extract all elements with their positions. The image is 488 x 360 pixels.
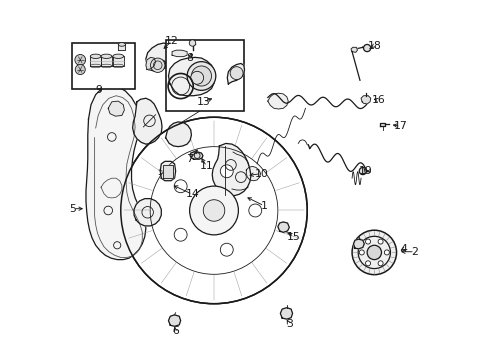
Circle shape (359, 167, 366, 175)
Circle shape (384, 250, 388, 255)
Text: 17: 17 (393, 121, 407, 131)
Polygon shape (163, 165, 173, 178)
Polygon shape (212, 143, 250, 196)
Circle shape (366, 245, 381, 260)
Ellipse shape (118, 42, 125, 46)
Bar (165, 40, 244, 111)
Text: 7: 7 (186, 154, 193, 164)
Polygon shape (246, 166, 260, 181)
Polygon shape (168, 315, 180, 326)
Ellipse shape (90, 54, 101, 58)
Circle shape (365, 239, 370, 244)
Circle shape (174, 180, 187, 193)
Text: 19: 19 (358, 166, 372, 176)
Text: 8: 8 (186, 53, 193, 63)
Text: 15: 15 (286, 232, 300, 242)
Polygon shape (165, 122, 191, 147)
Polygon shape (168, 57, 215, 96)
Circle shape (174, 228, 187, 241)
Circle shape (351, 230, 396, 275)
Polygon shape (160, 161, 175, 181)
Polygon shape (145, 57, 155, 69)
Text: 16: 16 (371, 95, 385, 105)
Text: 6: 6 (172, 326, 179, 336)
Polygon shape (90, 56, 101, 66)
Polygon shape (118, 44, 125, 50)
Polygon shape (108, 101, 124, 116)
Circle shape (365, 261, 370, 266)
Circle shape (363, 44, 370, 51)
Text: 11: 11 (200, 161, 213, 171)
Polygon shape (113, 56, 123, 66)
Circle shape (150, 58, 164, 72)
Ellipse shape (101, 54, 112, 58)
Circle shape (377, 261, 382, 266)
Polygon shape (267, 93, 287, 109)
Text: 12: 12 (165, 36, 179, 46)
Text: 3: 3 (285, 319, 292, 329)
Polygon shape (101, 56, 112, 66)
Text: 18: 18 (366, 41, 381, 50)
Polygon shape (280, 308, 292, 319)
Circle shape (248, 204, 261, 217)
Text: 9: 9 (96, 85, 102, 95)
Text: 4: 4 (400, 244, 407, 254)
Ellipse shape (113, 54, 123, 58)
Polygon shape (353, 239, 364, 249)
Circle shape (75, 64, 85, 75)
Text: 13: 13 (196, 97, 210, 107)
Circle shape (191, 66, 211, 86)
Circle shape (189, 186, 238, 235)
Text: 2: 2 (410, 247, 417, 257)
Text: 10: 10 (254, 168, 268, 179)
Polygon shape (86, 86, 145, 260)
Polygon shape (145, 43, 172, 65)
Circle shape (75, 54, 85, 65)
Text: 5: 5 (69, 204, 76, 214)
Circle shape (187, 62, 215, 90)
Text: 14: 14 (185, 189, 199, 199)
Circle shape (203, 200, 224, 221)
Circle shape (121, 117, 306, 304)
Circle shape (189, 40, 195, 46)
Circle shape (220, 243, 233, 256)
Polygon shape (350, 47, 357, 52)
Polygon shape (277, 222, 289, 232)
Polygon shape (190, 152, 203, 159)
Circle shape (190, 71, 203, 84)
Polygon shape (134, 199, 161, 226)
Text: 1: 1 (260, 201, 267, 211)
Circle shape (230, 67, 243, 80)
Circle shape (359, 250, 364, 255)
Polygon shape (360, 96, 370, 104)
Polygon shape (172, 50, 187, 57)
Polygon shape (147, 60, 166, 71)
Bar (72, 42, 135, 89)
Circle shape (377, 239, 382, 244)
Circle shape (220, 165, 233, 178)
Polygon shape (227, 63, 244, 84)
Polygon shape (379, 123, 384, 126)
Polygon shape (132, 98, 162, 144)
